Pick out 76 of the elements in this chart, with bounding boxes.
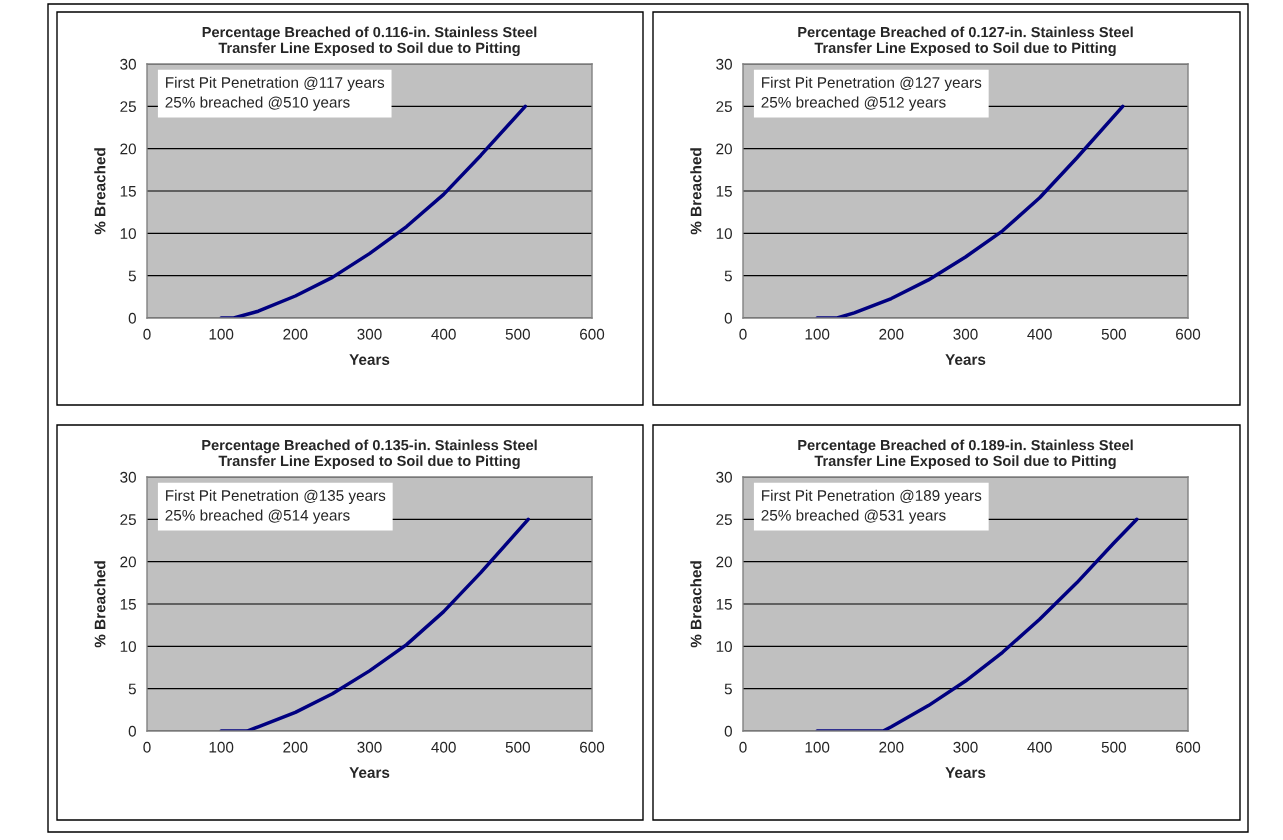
chart-title: Percentage Breached of 0.116-in. Stainless Steel Transfer Line Exposed to Soil due to Pitting xyxy=(202,26,537,56)
y-tick-label: 15 xyxy=(120,186,136,197)
y-tick-label: 20 xyxy=(716,556,732,568)
x-axis-title: Years xyxy=(349,767,390,778)
y-tick-label: 5 xyxy=(128,683,136,695)
annotation: First Pit Penetration @189 years xyxy=(762,489,982,504)
x-tick-label: 200 xyxy=(283,741,308,753)
x-tick-label: 300 xyxy=(953,328,978,340)
annotation: 25% breached @510 years xyxy=(165,96,350,111)
annotation: 25% breached @512 years xyxy=(761,96,946,111)
x-tick-label: 500 xyxy=(1101,741,1126,753)
y-tick-label: 5 xyxy=(724,270,732,282)
x-tick-label: 0 xyxy=(739,741,747,753)
x-axis-title: Years xyxy=(945,354,986,365)
x-tick-label: 300 xyxy=(357,741,382,753)
y-tick-label: 10 xyxy=(120,228,136,240)
annotation: 25% breached @531 years xyxy=(761,509,946,524)
y-tick-label: 30 xyxy=(120,58,136,70)
y-tick-label: 0 xyxy=(128,725,136,737)
annotation: First Pit Penetration @135 years xyxy=(166,489,386,504)
y-tick-label: 0 xyxy=(128,312,136,324)
x-tick-label: 0 xyxy=(143,328,151,340)
y-tick-label: 5 xyxy=(128,270,136,282)
x-tick-label: 300 xyxy=(953,741,978,753)
y-tick-label: 20 xyxy=(716,143,732,155)
y-tick-label: 15 xyxy=(716,186,732,197)
x-tick-label: 100 xyxy=(805,741,830,753)
y-tick-label: 30 xyxy=(716,58,732,70)
y-tick-label: 25 xyxy=(120,514,136,526)
y-tick-label: 15 xyxy=(120,599,136,610)
y-tick-label: 25 xyxy=(120,101,136,113)
y-tick-label: 0 xyxy=(724,725,732,737)
x-tick-label: 200 xyxy=(879,328,904,340)
y-axis-title: % Breached xyxy=(94,561,106,648)
y-tick-label: 25 xyxy=(716,101,732,113)
x-tick-label: 200 xyxy=(283,328,308,340)
annotation: First Pit Penetration @127 years xyxy=(762,76,982,91)
x-tick-label: 100 xyxy=(209,741,234,753)
y-tick-label: 30 xyxy=(120,471,136,483)
y-tick-label: 0 xyxy=(724,312,732,324)
y-tick-label: 10 xyxy=(120,641,136,653)
y-axis-title: % Breached xyxy=(690,148,702,235)
x-tick-label: 400 xyxy=(431,741,456,753)
y-tick-label: 20 xyxy=(120,143,136,155)
x-tick-label: 0 xyxy=(739,328,747,340)
y-axis-title: % Breached xyxy=(690,561,702,648)
annotation: First Pit Penetration @117 years xyxy=(166,76,385,91)
y-tick-label: 25 xyxy=(716,514,732,526)
y-tick-label: 30 xyxy=(716,471,732,483)
x-tick-label: 600 xyxy=(1176,328,1201,340)
annotation: 25% breached @514 years xyxy=(165,509,350,524)
x-axis-title: Years xyxy=(349,354,390,365)
x-tick-label: 100 xyxy=(805,328,830,340)
x-tick-label: 400 xyxy=(1027,328,1052,340)
x-axis-title: Years xyxy=(945,767,986,778)
x-tick-label: 200 xyxy=(879,741,904,753)
x-tick-label: 0 xyxy=(143,741,151,753)
y-tick-label: 15 xyxy=(716,599,732,610)
x-tick-label: 500 xyxy=(1101,328,1126,340)
chart-title: Percentage Breached of 0.127-in. Stainless Steel Transfer Line Exposed to Soil due to Pitting xyxy=(798,26,1133,56)
x-tick-label: 100 xyxy=(209,328,234,340)
chart-title: Percentage Breached of 0.135-in. Stainless Steel Transfer Line Exposed to Soil due to Pitting xyxy=(202,439,537,469)
x-tick-label: 500 xyxy=(505,328,530,340)
x-tick-label: 300 xyxy=(357,328,382,340)
chart-title: Percentage Breached of 0.189-in. Stainless Steel Transfer Line Exposed to Soil due to Pitting xyxy=(798,439,1133,469)
x-tick-label: 400 xyxy=(1027,741,1052,753)
x-tick-label: 500 xyxy=(505,741,530,753)
x-tick-label: 400 xyxy=(431,328,456,340)
y-tick-label: 5 xyxy=(724,683,732,695)
x-tick-label: 600 xyxy=(580,741,605,753)
y-tick-label: 20 xyxy=(120,556,136,568)
x-tick-label: 600 xyxy=(1176,741,1201,753)
x-tick-label: 600 xyxy=(580,328,605,340)
y-tick-label: 10 xyxy=(716,228,732,240)
y-axis-title: % Breached xyxy=(94,148,106,235)
y-tick-label: 10 xyxy=(716,641,732,653)
